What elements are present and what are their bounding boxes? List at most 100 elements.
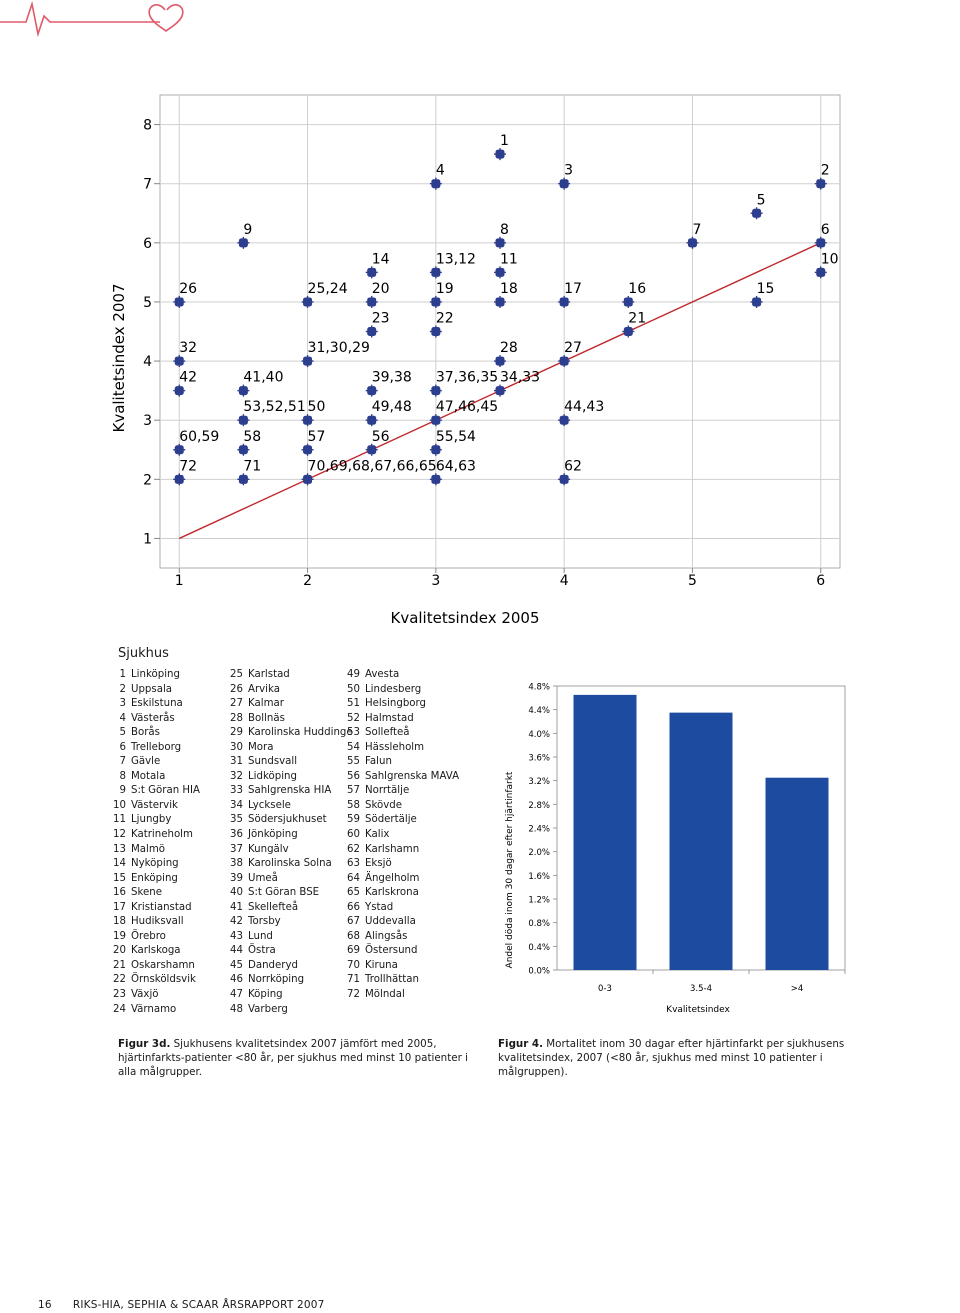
hospital-name: Hässleholm bbox=[365, 741, 425, 753]
hospital-name: Sahlgrenska MAVA bbox=[365, 770, 460, 782]
data-point bbox=[365, 266, 378, 279]
data-point bbox=[429, 443, 442, 456]
hospital-number: 65 bbox=[347, 887, 360, 899]
hospital-name: Karlstad bbox=[248, 669, 290, 680]
y-tick-label: 5 bbox=[143, 295, 152, 311]
hospital-name: Norrtälje bbox=[365, 785, 410, 797]
data-point-label: 25,24 bbox=[308, 281, 348, 297]
hospital-name: Katrineholm bbox=[131, 829, 193, 841]
hospital-number: 23 bbox=[113, 989, 126, 1001]
hospital-list-item: 4 Västerås bbox=[110, 712, 200, 727]
hospital-name: Enköping bbox=[131, 872, 178, 884]
hospital-list-item: 5 Borås bbox=[110, 726, 200, 741]
bar-y-tick-label: 0.4% bbox=[528, 943, 550, 953]
data-point-label: 62 bbox=[564, 458, 582, 474]
data-point bbox=[237, 443, 250, 456]
hospital-name: Trelleborg bbox=[131, 741, 182, 753]
hospital-name: Sahlgrenska HIA bbox=[248, 785, 332, 797]
data-point-label: 56 bbox=[372, 429, 390, 445]
hospital-list-item: 18 Hudiksvall bbox=[110, 915, 200, 930]
hospital-name: Kalix bbox=[365, 829, 390, 841]
figure-4-caption: Figur 4. Mortalitet inom 30 dagar efter … bbox=[498, 1037, 848, 1079]
hospital-number: 24 bbox=[113, 1003, 126, 1015]
hospital-list-item: 70 Kiruna bbox=[344, 959, 459, 974]
data-point bbox=[173, 355, 186, 368]
data-point bbox=[814, 236, 827, 249]
data-point bbox=[301, 355, 314, 368]
hospital-number: 29 bbox=[230, 727, 243, 739]
hospital-name: Uddevalla bbox=[365, 916, 416, 928]
data-point-label: 72 bbox=[179, 458, 197, 474]
hospital-number: 37 bbox=[230, 843, 243, 855]
bar-y-tick-label: 4.4% bbox=[528, 706, 550, 716]
hospital-name: Sundsvall bbox=[248, 756, 298, 768]
hospital-list-item: 34 Lycksele bbox=[227, 799, 353, 814]
hospital-list-item: 68 Alingsås bbox=[344, 930, 459, 945]
hospital-name: Falun bbox=[365, 756, 392, 768]
hospital-number: 57 bbox=[347, 785, 360, 797]
header-decoration bbox=[0, 0, 184, 38]
hospital-number: 3 bbox=[119, 698, 126, 710]
data-point bbox=[429, 325, 442, 338]
hospital-list-item: 65 Karlskrona bbox=[344, 886, 459, 901]
hospital-number: 55 bbox=[347, 756, 360, 768]
data-point bbox=[429, 266, 442, 279]
data-point bbox=[301, 295, 314, 308]
hospital-name: Sollefteå bbox=[365, 727, 410, 739]
data-point bbox=[237, 473, 250, 486]
bar-y-tick-label: 2.8% bbox=[528, 801, 550, 811]
hospital-list-item: 64 Ängelholm bbox=[344, 872, 459, 887]
hospital-name: Karolinska Huddinge bbox=[248, 727, 353, 739]
hospital-list-title: Sjukhus bbox=[118, 646, 169, 661]
heartbeat-line-icon bbox=[0, 0, 160, 38]
hospital-name: Örnsköldsvik bbox=[131, 974, 196, 986]
data-point bbox=[429, 473, 442, 486]
data-point-label: 27 bbox=[564, 340, 582, 356]
hospital-name: Karlskoga bbox=[131, 945, 181, 957]
hospital-list-item: 48 Varberg bbox=[227, 1003, 353, 1018]
hospital-number: 5 bbox=[119, 727, 126, 739]
hospital-number: 69 bbox=[347, 945, 360, 957]
data-point-label: 71 bbox=[243, 458, 261, 474]
hospital-name: Nyköping bbox=[131, 858, 179, 870]
hospital-list-item: 17 Kristianstad bbox=[110, 901, 200, 916]
hospital-list-item: 23 Växjö bbox=[110, 988, 200, 1003]
data-point bbox=[814, 177, 827, 190]
hospital-name: Kiruna bbox=[365, 959, 398, 971]
hospital-name: Karlshamn bbox=[365, 843, 420, 855]
bar-category-label: 0-3 bbox=[598, 984, 612, 994]
data-point bbox=[365, 295, 378, 308]
hospital-list-item: 35 Södersjukhuset bbox=[227, 813, 353, 828]
hospital-name: Lindesberg bbox=[365, 683, 422, 695]
hospital-list-item: 40 S:t Göran BSE bbox=[227, 886, 353, 901]
data-point-label: 4 bbox=[436, 163, 445, 179]
data-point bbox=[494, 266, 506, 279]
x-tick-label: 2 bbox=[303, 573, 312, 589]
data-point-label: 37,36,35 bbox=[436, 370, 498, 386]
hospital-number: 14 bbox=[113, 858, 126, 870]
hospital-number: 30 bbox=[230, 741, 243, 753]
hospital-list-item: 44 Östra bbox=[227, 944, 353, 959]
hospital-name: Danderyd bbox=[248, 959, 298, 971]
hospital-number: 71 bbox=[347, 974, 360, 986]
bar-y-axis-title: Andel döda inom 30 dagar efter hjärtinfa… bbox=[505, 771, 515, 968]
data-point-label: 16 bbox=[628, 281, 646, 297]
hospital-number: 51 bbox=[347, 698, 360, 710]
data-point-label: 64,63 bbox=[436, 458, 476, 474]
data-point-label: 8 bbox=[500, 222, 509, 238]
data-point bbox=[301, 443, 314, 456]
hospital-number: 60 bbox=[347, 829, 360, 841]
hospital-number: 68 bbox=[347, 930, 360, 942]
bar-x-axis-title: Kvalitetsindex bbox=[666, 1005, 730, 1015]
hospital-name: Lidköping bbox=[248, 770, 297, 782]
hospital-number: 31 bbox=[230, 756, 243, 768]
hospital-number: 62 bbox=[347, 843, 360, 855]
report-title: RIKS-HIA, SEPHIA & SCAAR ÅRSRAPPORT 2007 bbox=[72, 1299, 325, 1311]
hospital-list-item: 38 Karolinska Solna bbox=[227, 857, 353, 872]
hospital-name: Ljungby bbox=[131, 814, 172, 826]
hospital-number: 35 bbox=[230, 814, 243, 826]
hospital-list-item: 33 Sahlgrenska HIA bbox=[227, 784, 353, 799]
hospital-name: Östra bbox=[248, 945, 276, 957]
data-point bbox=[558, 473, 571, 486]
hospital-name: Norrköping bbox=[248, 974, 305, 986]
